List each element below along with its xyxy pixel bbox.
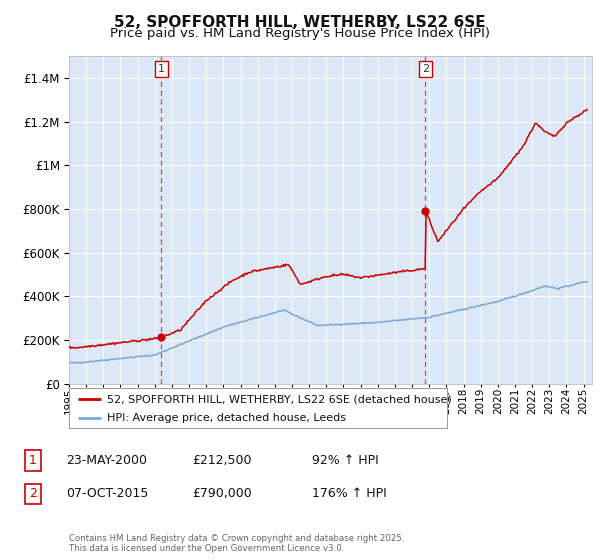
- Text: 2: 2: [422, 64, 429, 74]
- Text: 07-OCT-2015: 07-OCT-2015: [66, 487, 148, 501]
- Text: £790,000: £790,000: [192, 487, 252, 501]
- Text: £212,500: £212,500: [192, 454, 251, 467]
- Text: Price paid vs. HM Land Registry's House Price Index (HPI): Price paid vs. HM Land Registry's House …: [110, 27, 490, 40]
- Text: 52, SPOFFORTH HILL, WETHERBY, LS22 6SE: 52, SPOFFORTH HILL, WETHERBY, LS22 6SE: [114, 15, 486, 30]
- Text: 92% ↑ HPI: 92% ↑ HPI: [312, 454, 379, 467]
- Text: HPI: Average price, detached house, Leeds: HPI: Average price, detached house, Leed…: [107, 413, 346, 423]
- Text: 23-MAY-2000: 23-MAY-2000: [66, 454, 147, 467]
- Text: 1: 1: [158, 64, 165, 74]
- Text: 2: 2: [29, 487, 37, 501]
- Text: 52, SPOFFORTH HILL, WETHERBY, LS22 6SE (detached house): 52, SPOFFORTH HILL, WETHERBY, LS22 6SE (…: [107, 394, 452, 404]
- Text: 176% ↑ HPI: 176% ↑ HPI: [312, 487, 387, 501]
- Text: Contains HM Land Registry data © Crown copyright and database right 2025.
This d: Contains HM Land Registry data © Crown c…: [69, 534, 404, 553]
- Text: 1: 1: [29, 454, 37, 467]
